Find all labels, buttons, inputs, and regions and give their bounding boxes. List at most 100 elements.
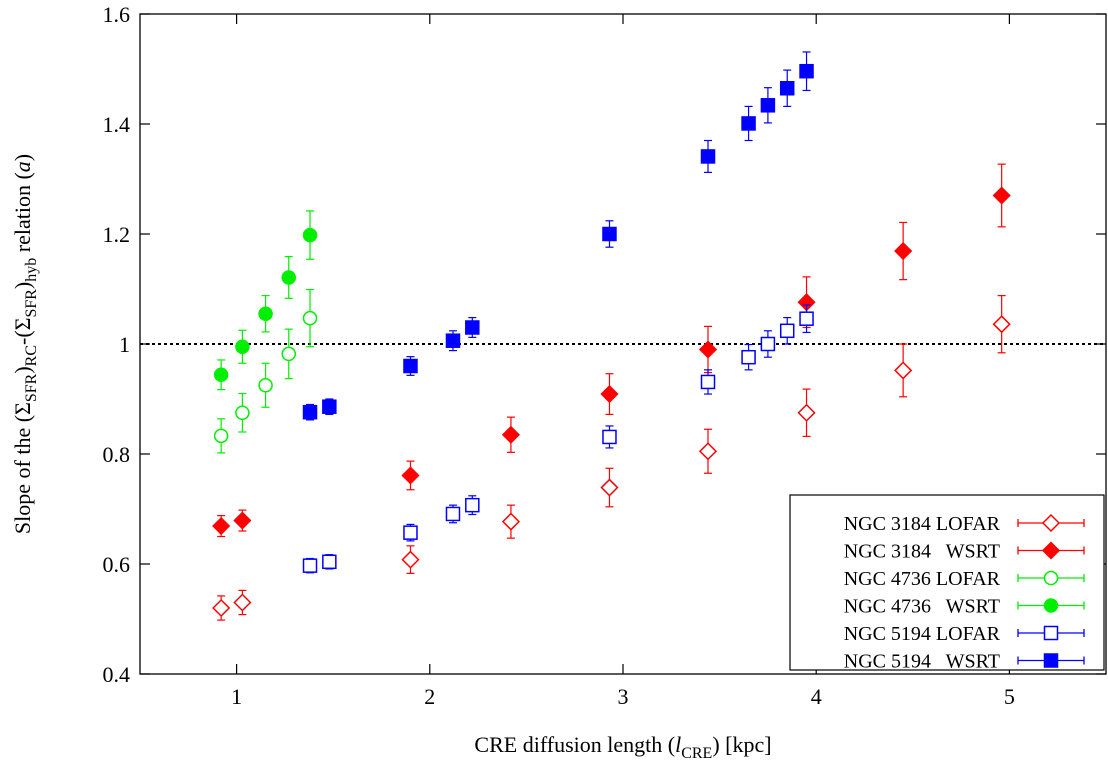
y-axis-label-part: ) (10, 366, 35, 373)
series-3 (213, 288, 318, 454)
y-axis-label-sub: hyb (23, 258, 40, 282)
data-point (797, 403, 816, 422)
legend-label: NGC 4736 LOFAR (844, 568, 1001, 590)
data-point (894, 361, 913, 380)
data-point (401, 550, 420, 569)
data-point (779, 323, 795, 339)
legend-item: NGC 4736 WSRT (844, 596, 1085, 618)
legend-label: NGC 4736 WSRT (844, 596, 1000, 618)
y-axis-label-part: Slope of the ( (10, 415, 35, 534)
x-axis-label-prefix: CRE diffusion length ( (474, 732, 675, 757)
x-axis-label-suffix: ) [kpc] (712, 732, 771, 757)
data-point (799, 63, 814, 79)
y-axis-label-sub: RC (23, 345, 40, 366)
y-tick-label: 0.6 (103, 552, 131, 577)
legend-marker (1043, 598, 1059, 613)
data-point (465, 497, 480, 513)
series-6 (302, 51, 814, 421)
y-axis-label-part: ) (10, 282, 35, 289)
x-tick-label: 2 (424, 684, 435, 709)
data-point (235, 405, 250, 420)
data-point (760, 98, 776, 113)
data-point (600, 384, 619, 404)
series-5 (302, 304, 814, 574)
series-4 (213, 210, 318, 391)
data-point (894, 241, 913, 261)
y-axis-label-part: -( (10, 330, 35, 345)
data-point (602, 226, 617, 242)
y-tick-label: 1.2 (103, 222, 131, 247)
x-axis-label-subscript: CRE (681, 745, 712, 762)
legend-label: NGC 3184 LOFAR (844, 513, 1001, 535)
data-point (233, 511, 252, 530)
data-point (700, 374, 716, 390)
data-point (213, 428, 229, 444)
data-point (322, 554, 337, 570)
data-point (258, 378, 273, 393)
data-point (698, 442, 718, 461)
data-point (401, 466, 420, 485)
y-tick-label: 1.6 (103, 2, 131, 27)
x-axis-label: CRE diffusion length (lCRE) [kpc] (474, 732, 771, 762)
data-point (445, 333, 461, 348)
legend-label: NGC 5194 LOFAR (844, 623, 1001, 645)
x-axis-label-symbol: l (675, 732, 681, 757)
data-point (741, 349, 756, 365)
y-axis-label-symbol: Σ (10, 318, 35, 331)
data-point (501, 512, 521, 531)
data-point (698, 340, 718, 359)
data-point (281, 270, 297, 285)
legend-marker (1043, 625, 1059, 641)
legend-marker (1043, 653, 1059, 668)
data-point (760, 336, 776, 352)
data-point (700, 149, 716, 164)
y-tick-label: 0.8 (103, 442, 131, 467)
data-point (501, 425, 521, 444)
y-axis-label-sub: SFR (23, 289, 40, 318)
legend-item: NGC 5194 LOFAR (844, 623, 1085, 645)
data-point (212, 598, 231, 618)
legend-label: NGC 3184 WSRT (844, 541, 1000, 563)
legend-marker (1043, 570, 1059, 586)
legend-item: NGC 3184 LOFAR (844, 513, 1085, 535)
y-axis-label-symbol: Σ (10, 402, 35, 415)
x-tick-label: 4 (811, 684, 822, 709)
legend-label: NGC 5194 WSRT (844, 651, 1000, 673)
data-point (302, 404, 318, 420)
x-tick-label: 5 (1004, 684, 1015, 709)
data-point (403, 525, 418, 540)
data-point (602, 429, 617, 445)
legend: NGC 3184 LOFAR NGC 3184 WSRT NGC 4736 LOFA… (789, 494, 1105, 673)
x-tick-label: 1 (231, 684, 242, 709)
y-axis-label: Slope of the (ΣSFR)RC-(ΣSFR)hyb relation… (10, 154, 40, 534)
data-point (302, 310, 318, 326)
data-point (213, 367, 229, 383)
y-axis-label-symbol: a (10, 161, 35, 172)
y-tick-label: 0.4 (103, 662, 131, 687)
data-point (992, 186, 1011, 205)
legend-item: NGC 4736 LOFAR (844, 568, 1085, 590)
series-1 (212, 295, 1011, 621)
data-point (445, 506, 461, 522)
legend-item: NGC 3184 WSRT (844, 541, 1085, 563)
data-point (235, 339, 250, 354)
data-point (779, 81, 795, 96)
y-axis-label-part: relation ( (10, 172, 35, 258)
legend-item: NGC 5194 WSRT (844, 651, 1085, 673)
legend-marker (1041, 541, 1061, 560)
data-point (992, 315, 1011, 334)
data-point (281, 346, 297, 362)
data-point (322, 399, 337, 414)
y-axis-label-part: ) (10, 154, 35, 161)
y-tick-label: 1.4 (103, 112, 131, 137)
data-point (600, 478, 619, 497)
data-point (302, 558, 318, 573)
axis-ticks: 1 2 3 4 5 0.4 0.6 0.8 1 1.2 1.4 1.6 (103, 2, 1106, 709)
data-point (233, 593, 252, 612)
y-axis-label-sub: SFR (23, 373, 40, 402)
data-point (799, 311, 814, 326)
legend-marker (1041, 513, 1061, 533)
series-2 (212, 163, 1011, 538)
x-tick-label: 3 (618, 684, 629, 709)
